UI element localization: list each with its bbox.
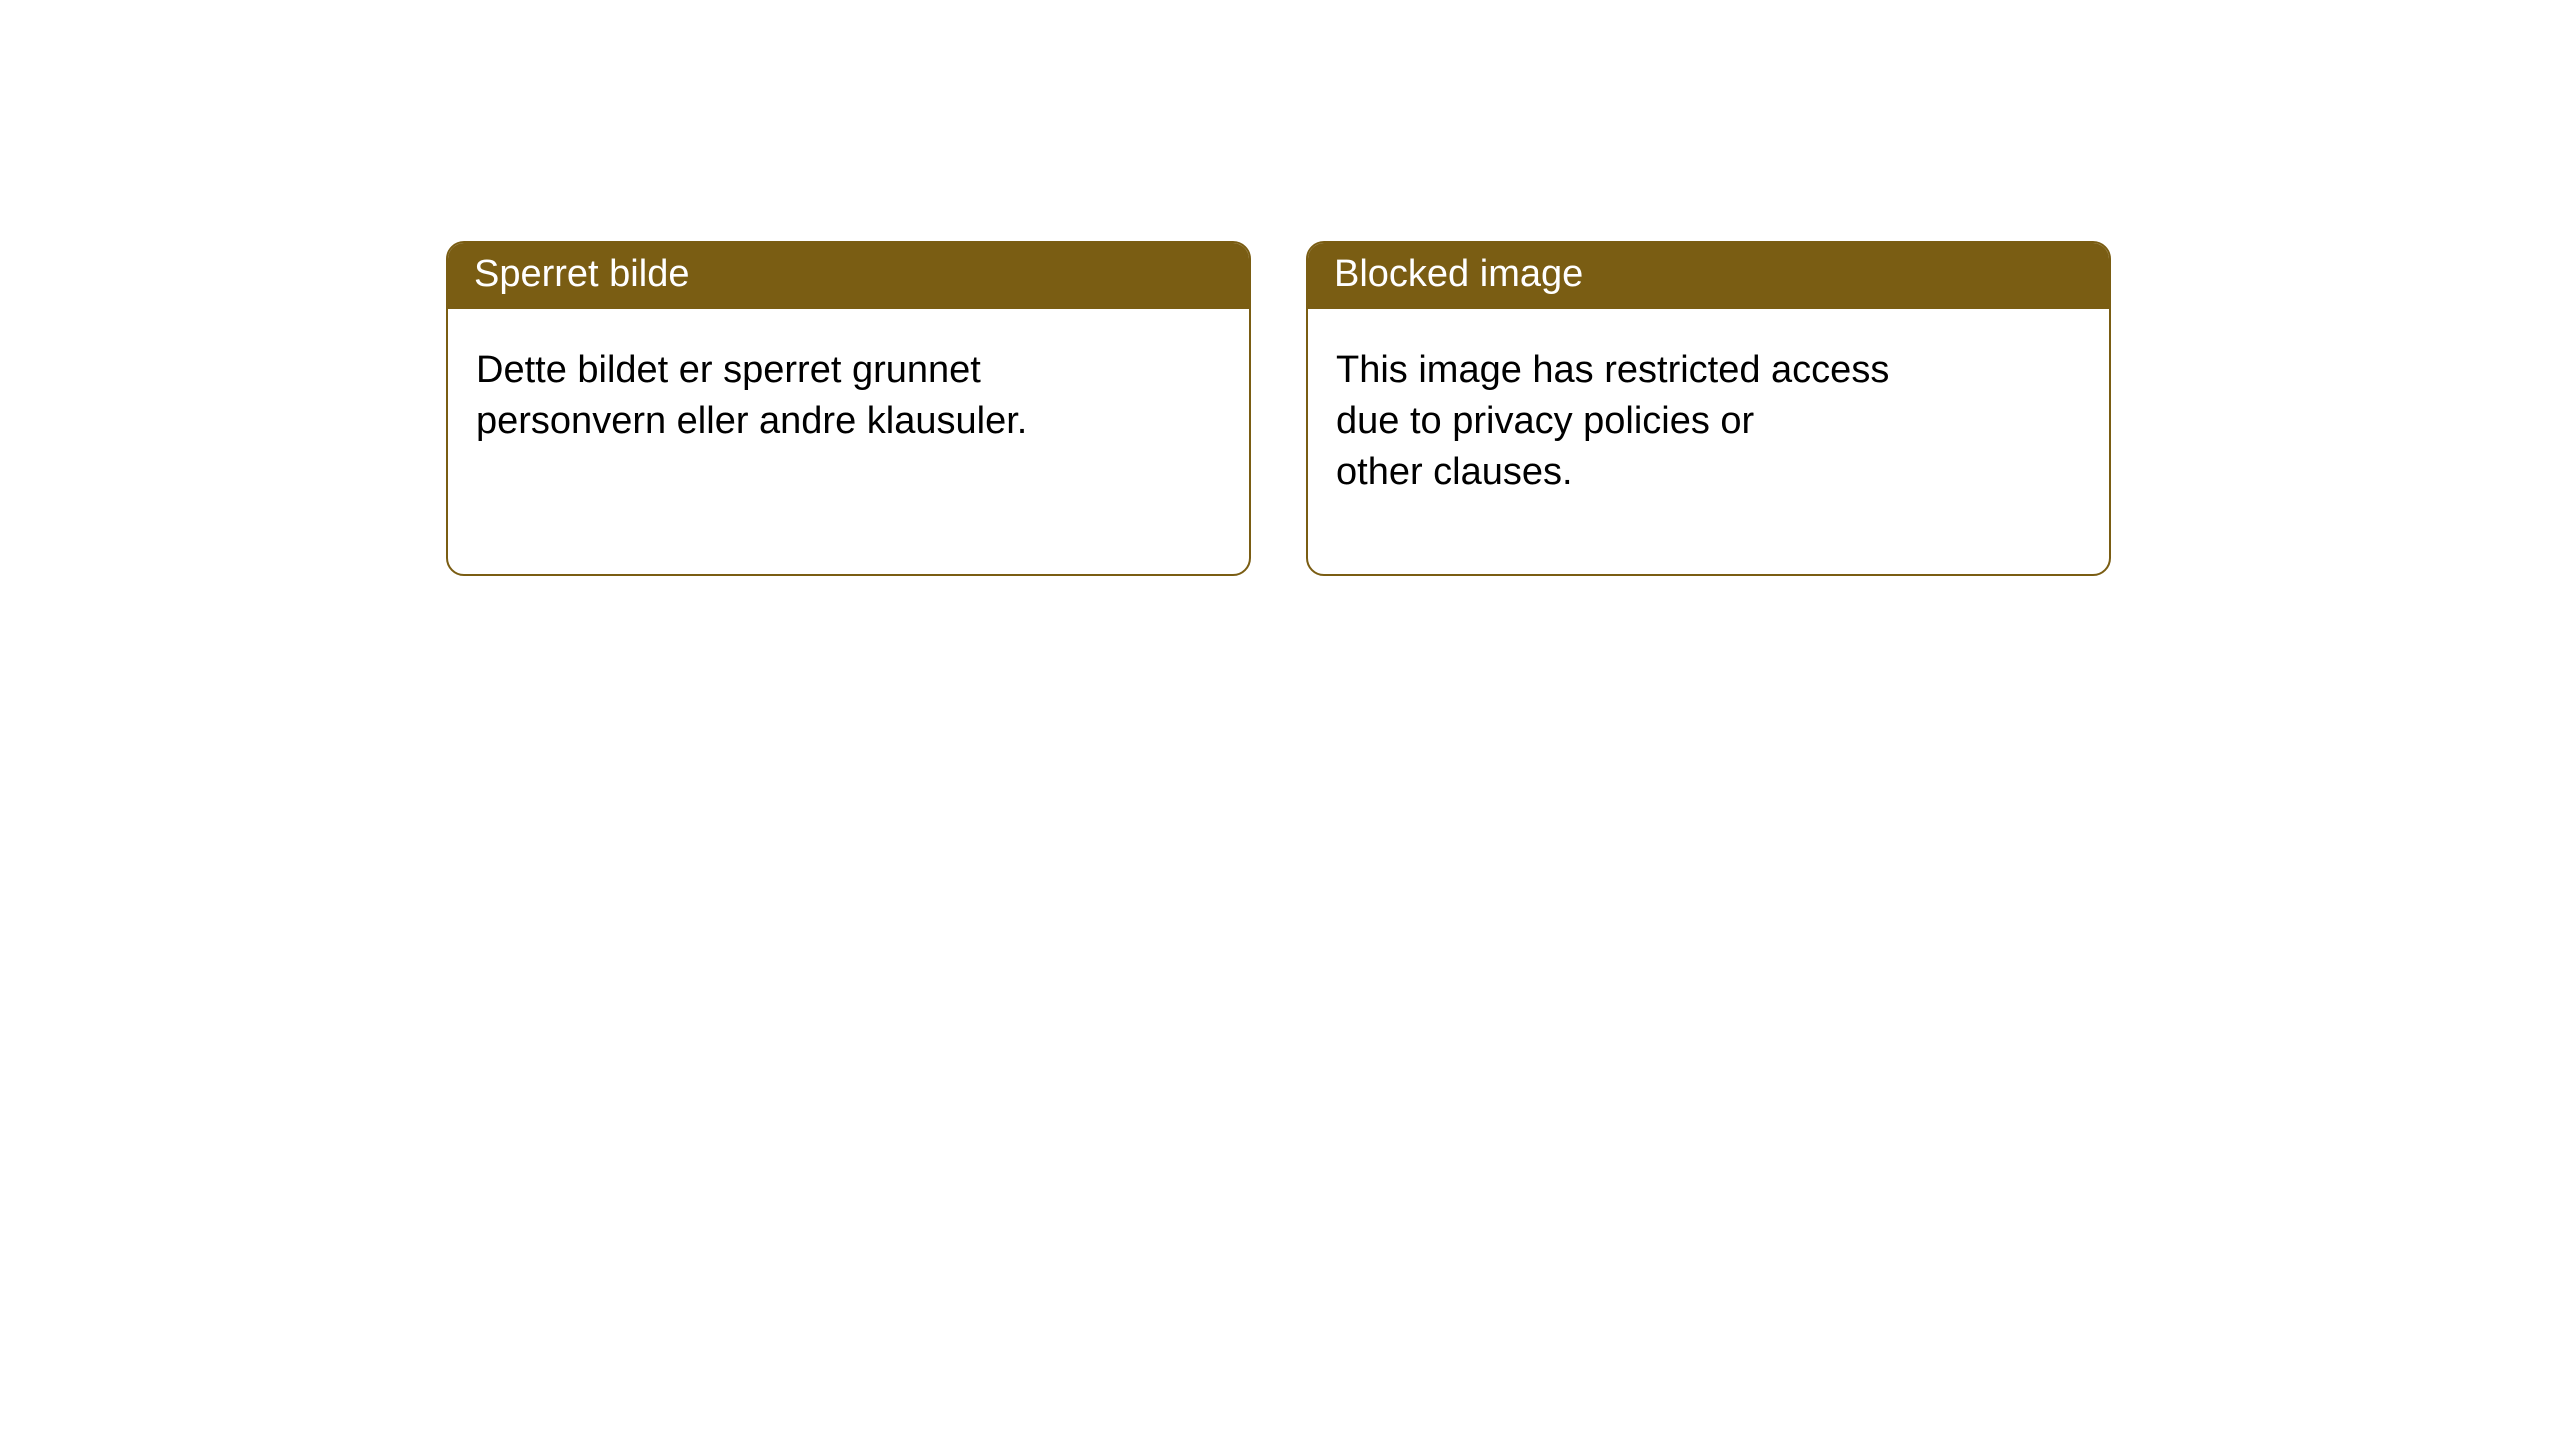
- card-english: Blocked image This image has restricted …: [1306, 241, 2111, 576]
- card-header: Sperret bilde: [448, 243, 1249, 309]
- card-header: Blocked image: [1308, 243, 2109, 309]
- cards-container: Sperret bilde Dette bildet er sperret gr…: [0, 0, 2560, 576]
- card-norwegian: Sperret bilde Dette bildet er sperret gr…: [446, 241, 1251, 576]
- card-body: Dette bildet er sperret grunnet personve…: [448, 309, 1249, 476]
- card-body: This image has restricted access due to …: [1308, 309, 2109, 527]
